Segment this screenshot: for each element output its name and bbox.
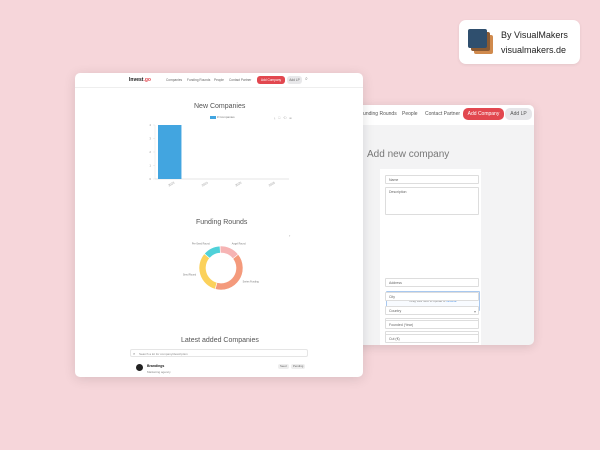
visualmakers-badge: By VisualMakers visualmakers.de <box>459 20 580 64</box>
badge-author: By VisualMakers <box>501 30 568 40</box>
chevron-right-icon[interactable]: › <box>289 233 291 238</box>
brand-accent: .go <box>143 77 151 83</box>
add-company-button[interactable]: Add Company <box>463 108 504 120</box>
search-placeholder: Search a lot for company/description <box>139 352 188 356</box>
nav-people[interactable]: People <box>214 78 224 82</box>
description-field[interactable]: Description <box>385 187 479 215</box>
donut-slice <box>219 245 239 260</box>
slice-label: Angel Round <box>232 242 246 245</box>
table-row[interactable]: Brandings Marketing agency Seed Pending <box>130 361 308 375</box>
funding-rounds-title: Funding Rounds <box>196 219 248 226</box>
y-tick-label: 0 <box>149 177 151 181</box>
y-tick-label: 4 <box>149 123 151 127</box>
x-tick-label: 2025 <box>234 181 242 188</box>
slice-label: Pre-Seed Round <box>192 243 210 246</box>
avatar <box>136 364 143 371</box>
brand-text: Invest <box>129 77 144 83</box>
nav-contact-partner[interactable]: Contact Partner <box>229 78 252 82</box>
status-badge: Pending <box>291 364 306 369</box>
y-tick-label: 2 <box>149 150 151 154</box>
latest-companies-title: Latest added Companies <box>181 337 259 344</box>
dashboard-window: Invest.go Companies Funding Rounds Peopl… <box>75 73 363 377</box>
x-tick-label: 2023 <box>167 181 175 188</box>
x-tick-label: 2024 <box>201 181 209 188</box>
slice-label: Seed Round <box>183 274 197 277</box>
founded-field[interactable]: Founded (Year) <box>385 320 479 329</box>
nav-people[interactable]: People <box>402 111 418 117</box>
address-field[interactable]: Address <box>385 278 479 287</box>
slice-label: Series Funding <box>243 280 260 283</box>
chevron-down-icon: ▾ <box>473 309 476 314</box>
nav-contact-partner[interactable]: Contact Partner <box>425 111 461 117</box>
donut-slice <box>198 253 218 290</box>
funding-rounds-donut-chart: Series Funding Seed Round Pre-Seed Round An… <box>183 242 260 291</box>
dropzone-text: Drag files here to upload or <box>409 299 446 303</box>
y-tick-label: 3 <box>149 137 151 141</box>
bar <box>158 125 182 179</box>
form-window-nav: Funding Rounds People Contact Partner Ad… <box>340 105 534 125</box>
company-search-input[interactable]: ⌕ Search a lot for company/description <box>130 349 308 357</box>
nav-funding-rounds[interactable]: Funding Rounds <box>360 111 397 117</box>
stage-badge: Seed <box>278 364 289 369</box>
name-field[interactable]: Name <box>385 175 479 184</box>
country-label: Country <box>389 309 402 313</box>
add-lp-button[interactable]: Add LP <box>505 108 532 120</box>
donut-slice <box>214 253 244 291</box>
company-form: Name Description Logo ✎ Drag files here … <box>380 169 481 345</box>
search-icon: ⌕ <box>133 351 136 356</box>
y-tick-label: 1 <box>149 164 151 168</box>
brand-logo[interactable]: Invest.go <box>129 77 151 83</box>
new-companies-title: New Companies <box>194 103 246 110</box>
country-select[interactable]: Country ▾ <box>385 306 479 315</box>
add-company-button[interactable]: Add Company <box>257 76 285 84</box>
legend-swatch <box>210 116 216 119</box>
badge-url[interactable]: visualmakers.de <box>501 45 567 55</box>
chart-toolbar[interactable]: ⤓ ◱ ⟲ ☰ <box>274 116 293 120</box>
new-companies-bar-chart: 0 1 2 3 4 2023 2024 2025 2026 <box>149 123 289 188</box>
form-heading: Add new company <box>367 149 450 160</box>
browse-link[interactable]: Browse <box>446 299 457 303</box>
search-icon[interactable]: ⌕ <box>305 76 308 82</box>
nav-companies[interactable]: Companies <box>166 78 183 82</box>
visualmakers-logo-icon <box>468 29 493 54</box>
legend-label: # Companies <box>217 115 235 119</box>
company-name: Brandings <box>147 364 165 368</box>
add-lp-button[interactable]: Add LP <box>287 76 302 84</box>
cut-field[interactable]: Cut (€) <box>385 334 479 343</box>
company-subtitle: Marketing agency <box>147 370 171 374</box>
nav-funding-rounds[interactable]: Funding Rounds <box>187 78 211 82</box>
dashboard-nav: Invest.go Companies Funding Rounds Peopl… <box>75 73 363 88</box>
city-field[interactable]: City <box>385 292 479 301</box>
x-tick-label: 2026 <box>268 181 276 188</box>
